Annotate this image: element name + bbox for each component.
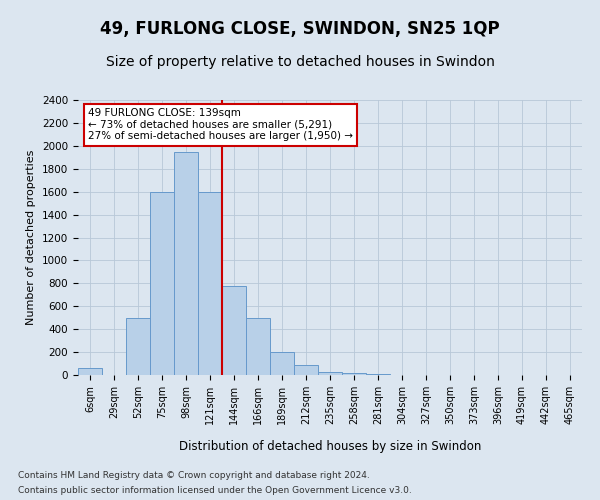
Text: Size of property relative to detached houses in Swindon: Size of property relative to detached ho… (106, 55, 494, 69)
Bar (150, 192, 174, 375)
Bar (366, 374, 390, 375)
Bar (174, 152, 198, 375)
Bar (78, 368, 102, 375)
Bar (342, 372, 366, 375)
Text: 49, FURLONG CLOSE, SWINDON, SN25 1QP: 49, FURLONG CLOSE, SWINDON, SN25 1QP (100, 20, 500, 38)
Text: Contains HM Land Registry data © Crown copyright and database right 2024.: Contains HM Land Registry data © Crown c… (18, 471, 370, 480)
Bar (222, 286, 246, 375)
Text: Contains public sector information licensed under the Open Government Licence v3: Contains public sector information licen… (18, 486, 412, 495)
Text: Distribution of detached houses by size in Swindon: Distribution of detached houses by size … (179, 440, 481, 453)
Bar (318, 372, 342, 375)
Bar (270, 352, 294, 375)
Bar (198, 192, 222, 375)
Bar (246, 318, 270, 375)
Bar (126, 318, 150, 375)
Bar (294, 364, 318, 375)
Y-axis label: Number of detached properties: Number of detached properties (26, 150, 37, 325)
Text: 49 FURLONG CLOSE: 139sqm
← 73% of detached houses are smaller (5,291)
27% of sem: 49 FURLONG CLOSE: 139sqm ← 73% of detach… (88, 108, 353, 142)
